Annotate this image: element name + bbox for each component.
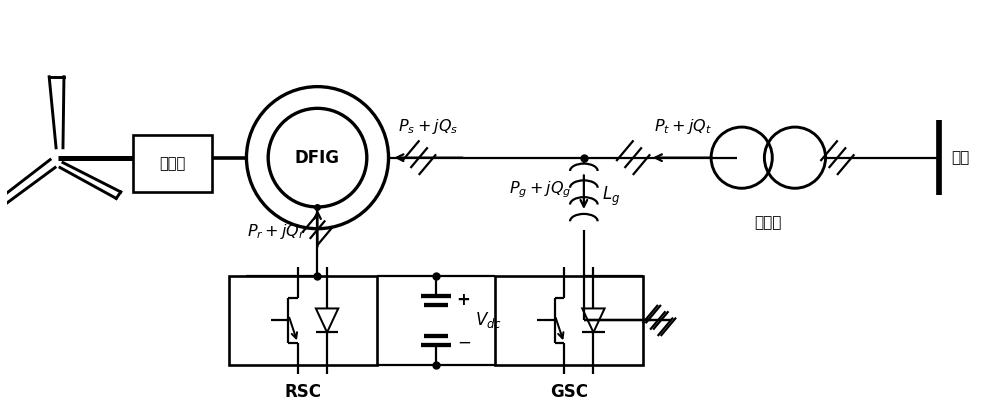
Text: $-$: $-$: [457, 332, 471, 350]
Text: RSC: RSC: [284, 383, 321, 400]
Text: $P_r + jQ_r$: $P_r + jQ_r$: [247, 222, 306, 241]
Text: 变压器: 变压器: [755, 215, 782, 230]
Bar: [495, 276, 643, 365]
Text: $V_{dc}$: $V_{dc}$: [475, 310, 502, 330]
Text: $P_t + jQ_t$: $P_t + jQ_t$: [654, 117, 711, 136]
Text: $P_g + jQ_g$: $P_g + jQ_g$: [509, 179, 572, 199]
Text: $L_g$: $L_g$: [602, 185, 620, 208]
Bar: [229, 276, 377, 365]
Text: 电网: 电网: [951, 150, 969, 165]
Text: GSC: GSC: [550, 383, 588, 400]
Text: 齿轮箱: 齿轮箱: [159, 156, 186, 171]
Bar: [133, 135, 212, 192]
Text: DFIG: DFIG: [295, 149, 340, 167]
Text: $P_s + jQ_s$: $P_s + jQ_s$: [398, 117, 458, 136]
Text: +: +: [457, 291, 470, 309]
